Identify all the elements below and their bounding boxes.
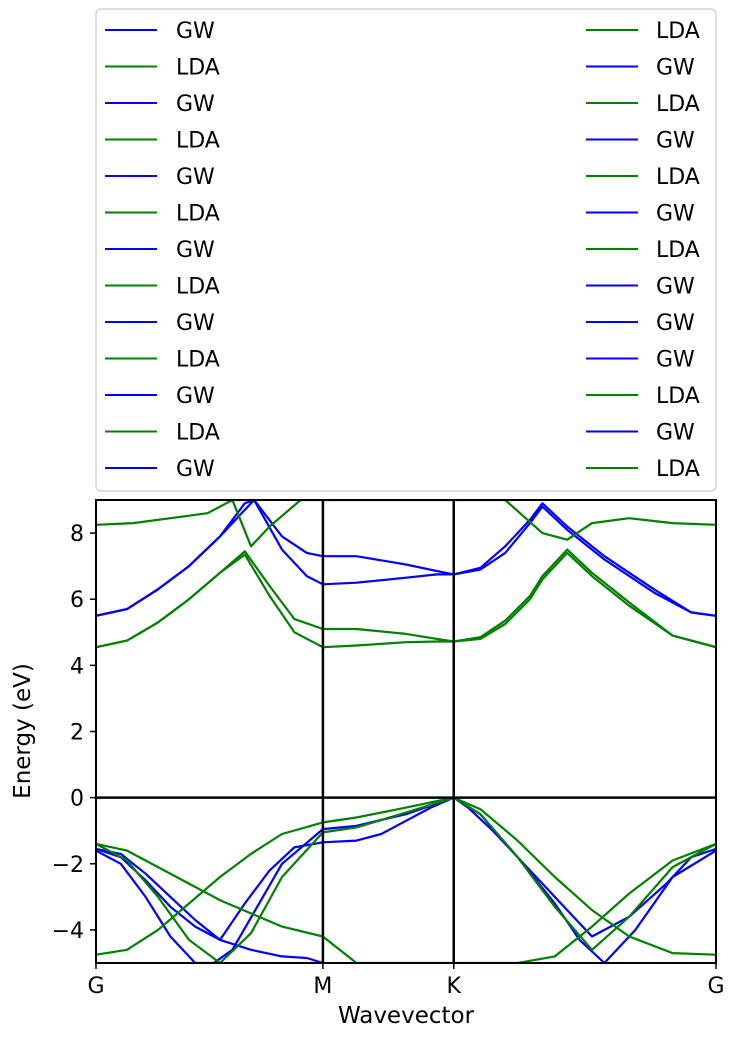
legend-label-gw: GW (656, 129, 695, 154)
y-tick-label: −2 (52, 853, 84, 878)
series-line-gw-6 (96, 796, 716, 941)
legend-label-lda: LDA (656, 384, 700, 409)
series-line-lda-3 (96, 500, 716, 548)
reference-lines (96, 500, 716, 963)
legend-label-lda: LDA (176, 202, 220, 227)
y-tick-label: 8 (70, 522, 84, 547)
x-tick-label: K (447, 974, 462, 999)
series-line-lda-10 (96, 796, 716, 956)
legend-label-gw: GW (176, 457, 215, 482)
y-tick-label: −4 (52, 919, 84, 944)
legend-label-gw: GW (176, 311, 215, 336)
x-axis-label: Wavevector (338, 1003, 475, 1029)
series-line-lda-11 (96, 796, 716, 963)
series-line-lda-5 (96, 551, 716, 649)
x-tick-label: G (707, 974, 724, 999)
legend-label-gw: GW (656, 275, 695, 300)
legend-label-lda: LDA (176, 348, 220, 373)
legend-label-gw: GW (176, 384, 215, 409)
legend-label-gw: GW (656, 421, 695, 446)
series-line-gw-2 (96, 500, 716, 617)
series-line-gw-8 (96, 847, 324, 963)
legend-label-lda: LDA (656, 238, 700, 263)
legend-label-lda: LDA (656, 457, 700, 482)
legend-label-lda: LDA (176, 421, 220, 446)
legend-label-lda: LDA (176, 56, 220, 81)
legend-label-gw: GW (176, 165, 215, 190)
legend-label-gw: GW (656, 202, 695, 227)
series-lines (96, 500, 716, 963)
legend-label-gw: GW (656, 348, 695, 373)
y-axis-ticks: −4 −2 0 2 4 6 8 (52, 522, 96, 944)
legend-label-gw: GW (656, 56, 695, 81)
legend-label-lda: LDA (656, 165, 700, 190)
legend-label-gw: GW (656, 311, 695, 336)
legend-label-lda: LDA (176, 129, 220, 154)
legend-label-gw: GW (176, 19, 215, 44)
series-line-lda-9 (96, 842, 716, 963)
x-tick-label: M (313, 974, 332, 999)
legend-entries: GW LDA GW LDA GW LDA GW LDA GW LDA GW LDA GW LDA GW LDA… (105, 19, 700, 482)
legend-label-gw: GW (176, 92, 215, 117)
y-tick-label: 0 (70, 787, 84, 812)
legend-label-lda: LDA (656, 92, 700, 117)
legend-label-lda: LDA (656, 19, 700, 44)
y-axis-label: Energy (eV) (10, 663, 36, 799)
y-tick-label: 4 (70, 654, 84, 679)
series-line-gw-7 (96, 796, 716, 963)
legend-label-gw: GW (176, 238, 215, 263)
y-tick-label: 6 (70, 588, 84, 613)
y-tick-label: 2 (70, 721, 84, 746)
legend: GW LDA GW LDA GW LDA GW LDA GW LDA GW LDA GW LDA GW LDA… (95, 8, 717, 492)
legend-label-lda: LDA (176, 275, 220, 300)
legend-frame (95, 8, 717, 492)
plot-area: −4 −2 0 2 4 6 8 G M K G (52, 499, 725, 999)
x-tick-label: G (87, 974, 104, 999)
